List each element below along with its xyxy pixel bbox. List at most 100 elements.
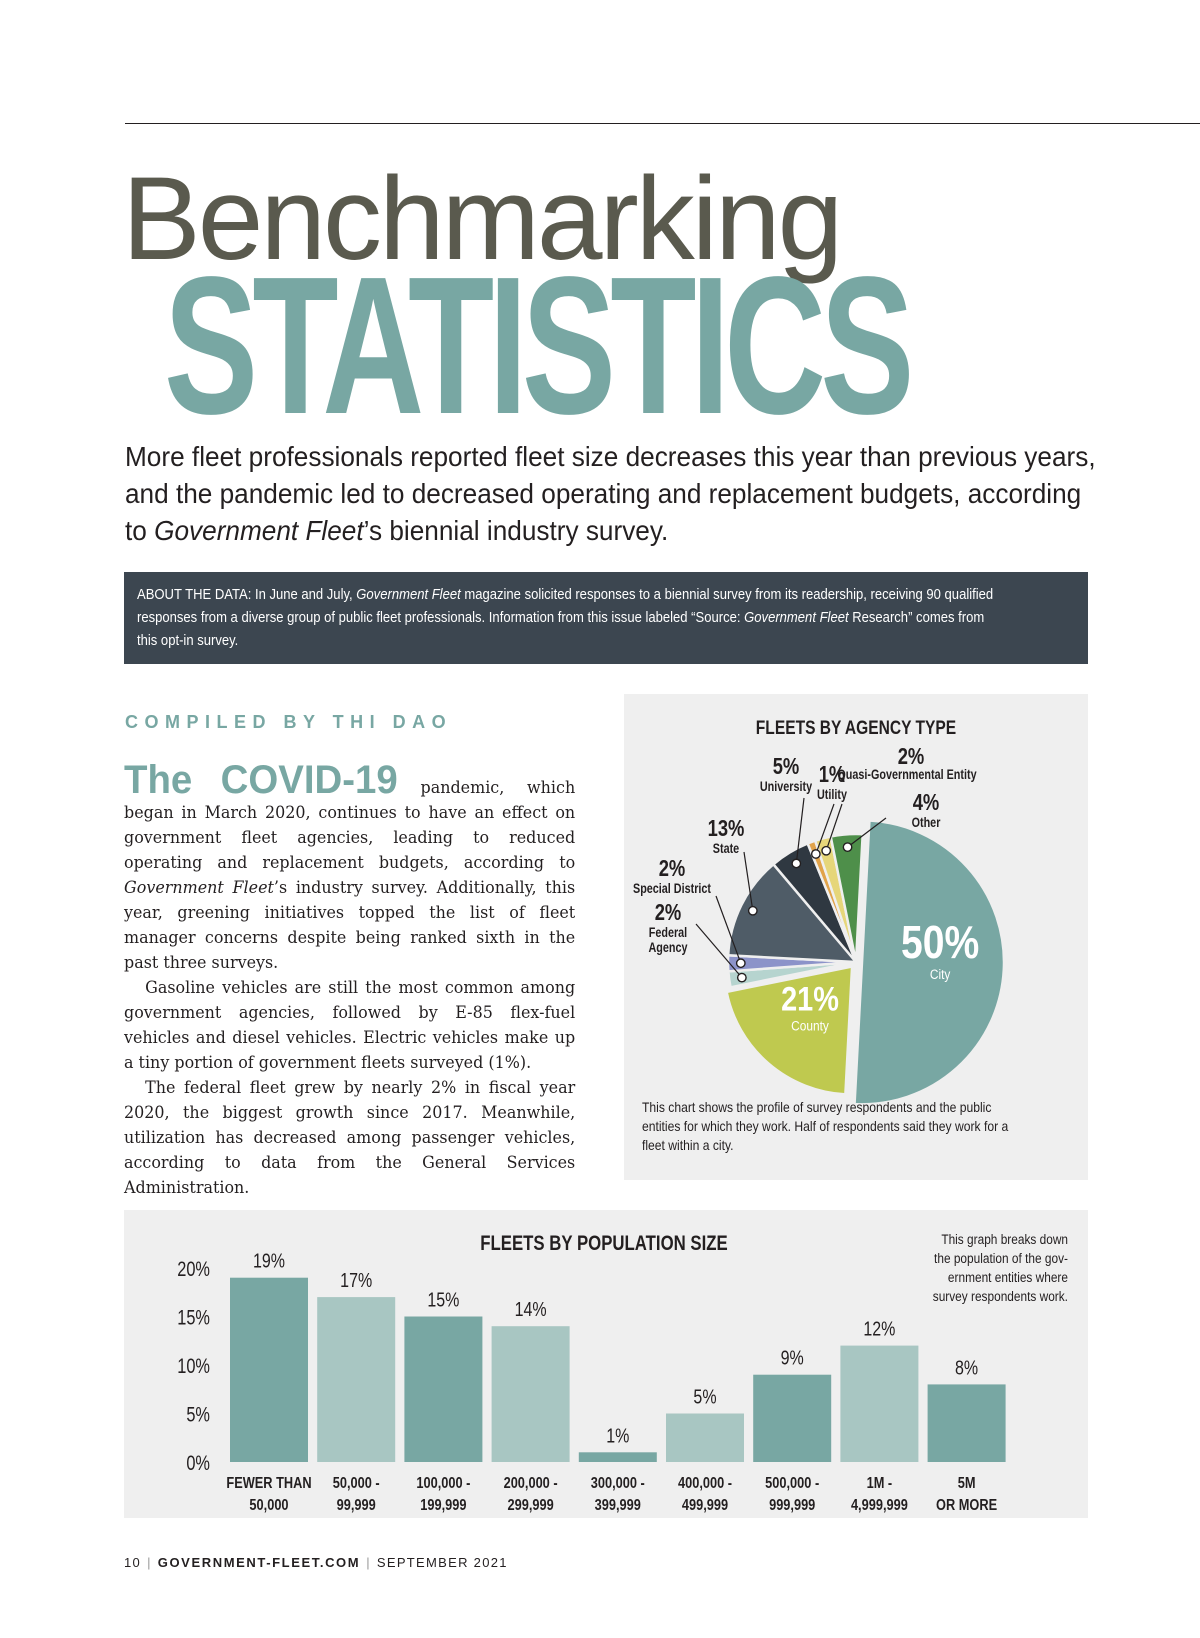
- pie-label-other-value: 4%: [913, 790, 940, 815]
- bar-7: [753, 1374, 832, 1462]
- article-paragraph-2: Gasoline vehicles are still the most com…: [124, 978, 576, 1072]
- pie-leader-dot-quasi: [821, 845, 832, 856]
- pie-slice-state: [726, 862, 859, 964]
- pie-chart-panel: FLEETS BY AGENCY TYPE 50% City 21% County 2%…: [624, 694, 1088, 1180]
- bar-category-label: 200,000 -: [504, 1475, 558, 1493]
- about-the-data-text: ABOUT THE DATA: In June and July, Govern…: [137, 587, 994, 649]
- deck-line-2: and the pandemic led to decreased operat…: [125, 478, 1082, 509]
- pie-caption-line-3: fleet within a city.: [642, 1137, 734, 1153]
- bar-category-label: FEWER THAN: [226, 1475, 311, 1493]
- pie-label-special-district-value: 2%: [659, 856, 686, 881]
- bar-category-label: 499,999: [682, 1497, 728, 1515]
- bar-value-label: 12%: [863, 1318, 895, 1340]
- pie-label-quasi: Quasi-Governmental Entity: [837, 767, 976, 782]
- pie-label-utility: Utility: [817, 787, 847, 802]
- bar-value-label: 19%: [253, 1250, 285, 1272]
- bar-chart: FLEETS BY POPULATION SIZE This graph bre…: [177, 1231, 1068, 1515]
- bar-category-label: 199,999: [420, 1497, 466, 1515]
- bar-value-label: 9%: [781, 1347, 804, 1369]
- about-the-data-box: [124, 572, 1088, 664]
- pie-chart-title: FLEETS BY AGENCY TYPE: [756, 717, 956, 739]
- bar-3: [404, 1316, 483, 1462]
- bar-category-label: 1M -: [867, 1475, 893, 1493]
- pie-slice-county: [725, 964, 854, 1096]
- top-rule: [125, 123, 1200, 124]
- bar-5: [578, 1452, 657, 1462]
- bar-ytick-label: 0%: [186, 1451, 210, 1474]
- pie-chart: FLEETS BY AGENCY TYPE 50%City 21%County 2%…: [633, 717, 1009, 1154]
- bar-category-label: 50,000 -: [333, 1475, 380, 1493]
- bar-chart-panel: FLEETS BY POPULATION SIZE This graph bre…: [124, 1210, 1088, 1518]
- pie-caption-line-2: entities for which they work. Half of re…: [642, 1118, 1009, 1134]
- article-body: The COVID-19 pandemic, which began in Ma…: [124, 760, 576, 1200]
- pie-leader-other: [847, 817, 887, 848]
- article-paragraph-3: The federal fleet grew by nearly 2% in f…: [124, 1078, 576, 1197]
- bar-category-label: 100,000 -: [416, 1475, 470, 1493]
- pie-label-special-district: Special District: [633, 881, 711, 896]
- pie-leader-special-district: [715, 895, 742, 964]
- bar-note-line-2: the population of the gov-: [934, 1250, 1068, 1266]
- bar-category-label: 99,999: [337, 1497, 376, 1515]
- bar-value-label: 8%: [955, 1357, 978, 1379]
- bar-value-label: 17%: [340, 1269, 372, 1291]
- bar-category-label: 399,999: [595, 1497, 641, 1515]
- bar-category-label: 400,000 -: [678, 1475, 732, 1493]
- pie-label-federal-value: 2%: [655, 900, 682, 925]
- pie-label-utility-value: 1%: [819, 762, 846, 787]
- headline-benchmarking: Benchmarking: [122, 153, 843, 285]
- lead-in: The COVID-19: [124, 758, 398, 802]
- pie-leader-dot-utility: [810, 849, 821, 859]
- bar-note-line-3: ernment entities where: [948, 1269, 1068, 1285]
- bar-value-label: 15%: [427, 1289, 459, 1311]
- bar-value-label: 1%: [606, 1425, 629, 1447]
- bar-category-label: 50,000: [249, 1497, 288, 1515]
- pie-leader-dot-state: [747, 905, 758, 916]
- bar-6: [666, 1413, 744, 1462]
- bar-category-label: 299,999: [507, 1497, 553, 1515]
- byline: COMPILED BY THI DAO: [125, 712, 453, 732]
- footer-issue: SEPTEMBER 2021: [376, 1555, 508, 1570]
- pie-label-other: Other: [912, 815, 941, 830]
- pie-label-county-value: 21%: [781, 979, 839, 1018]
- bar-ytick-label: 15%: [177, 1306, 210, 1329]
- page-number: 10: [124, 1555, 142, 1570]
- pie-leader-university: [795, 797, 805, 864]
- pie-leader-utility: [815, 803, 835, 855]
- pie-label-city: City: [930, 966, 951, 982]
- bar-category-label: 300,000 -: [591, 1475, 645, 1493]
- deck-publication-name: Government Fleet: [154, 515, 364, 546]
- bar-chart-title: FLEETS BY POPULATION SIZE: [480, 1232, 727, 1255]
- bar-2: [317, 1297, 396, 1462]
- bar-value-label: 5%: [693, 1386, 716, 1408]
- bar-value-label: 14%: [515, 1299, 547, 1321]
- footer-site: GOVERNMENT-FLEET.COM: [157, 1555, 361, 1570]
- pie-label-city-value: 50%: [901, 917, 979, 969]
- pie-leader-federal: [695, 923, 743, 979]
- bar-category-label: 5M: [958, 1475, 976, 1493]
- pie-label-federal: Federal: [649, 925, 687, 940]
- pie-slice-city: [853, 819, 1005, 1106]
- pie-label-county: County: [791, 1017, 829, 1033]
- pie-label-university: University: [760, 779, 812, 794]
- bar-ytick-label: 20%: [177, 1257, 210, 1280]
- bar-category-label: 4,999,999: [851, 1497, 908, 1515]
- bar-category-label: 999,999: [769, 1497, 815, 1515]
- pie-label-quasi-value: 2%: [898, 744, 925, 769]
- pie-leader-state: [743, 851, 754, 911]
- bar-ytick-label: 5%: [186, 1403, 210, 1426]
- pie-leader-quasi: [825, 803, 843, 851]
- pie-leader-dot-university: [791, 858, 802, 869]
- pie-label-state-value: 13%: [708, 816, 745, 841]
- bar-category-label: 500,000 -: [765, 1475, 819, 1493]
- pie-label-state: State: [713, 841, 740, 856]
- bar-ytick-label: 10%: [177, 1354, 210, 1377]
- pie-leader-dot-other: [842, 842, 853, 853]
- bar-category-label: OR MORE: [936, 1497, 997, 1515]
- pie-leader-dot-federal: [736, 972, 747, 983]
- bar-8: [840, 1345, 919, 1462]
- bar-4: [491, 1326, 570, 1462]
- bar-note-line-1: This graph breaks down: [941, 1231, 1068, 1247]
- headline-statistics: STATISTICS: [164, 236, 914, 455]
- deck-line-3: to Government Fleet’s biennial industry …: [125, 515, 669, 546]
- pie-caption-line-1: This chart shows the profile of survey r…: [642, 1099, 992, 1115]
